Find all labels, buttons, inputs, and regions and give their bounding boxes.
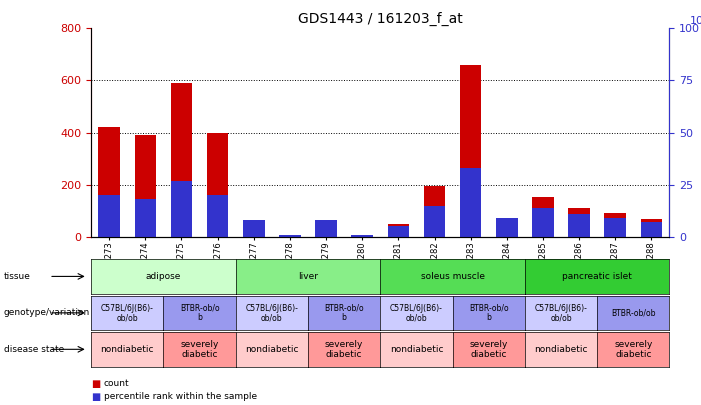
Text: genotype/variation: genotype/variation [4, 308, 90, 318]
Bar [170, 83, 192, 237]
Bar [604, 213, 626, 237]
Bar [207, 132, 229, 237]
Bar [351, 236, 373, 237]
Bar [496, 218, 517, 237]
Bar [388, 226, 409, 237]
Text: tissue: tissue [4, 272, 30, 281]
Text: BTBR-ob/ob: BTBR-ob/ob [611, 308, 655, 318]
Text: C57BL/6J(B6)-
ob/ob: C57BL/6J(B6)- ob/ob [245, 303, 299, 322]
Y-axis label: 100%: 100% [690, 16, 701, 26]
Text: severely
diabetic: severely diabetic [325, 340, 363, 359]
Bar [460, 65, 482, 237]
Bar [135, 135, 156, 237]
Text: adipose: adipose [146, 272, 181, 281]
Text: ■: ■ [91, 392, 100, 402]
Bar [460, 168, 482, 237]
Bar [532, 208, 554, 237]
Bar [604, 218, 626, 237]
Text: liver: liver [298, 272, 318, 281]
Bar [496, 223, 517, 237]
Bar [569, 208, 590, 237]
Text: nondiabetic: nondiabetic [534, 345, 587, 354]
Bar [423, 206, 445, 237]
Text: nondiabetic: nondiabetic [100, 345, 154, 354]
Bar [569, 214, 590, 237]
Bar [135, 199, 156, 237]
Text: BTBR-ob/o
b: BTBR-ob/o b [325, 303, 364, 322]
Bar [388, 224, 409, 237]
Bar [98, 195, 120, 237]
Text: nondiabetic: nondiabetic [390, 345, 443, 354]
Text: C57BL/6J(B6)-
ob/ob: C57BL/6J(B6)- ob/ob [101, 303, 154, 322]
Text: C57BL/6J(B6)-
ob/ob: C57BL/6J(B6)- ob/ob [390, 303, 443, 322]
Bar [315, 226, 337, 237]
Bar [98, 128, 120, 237]
Title: GDS1443 / 161203_f_at: GDS1443 / 161203_f_at [298, 12, 463, 26]
Bar [641, 219, 662, 237]
Bar [170, 181, 192, 237]
Text: severely
diabetic: severely diabetic [470, 340, 508, 359]
Text: severely
diabetic: severely diabetic [614, 340, 653, 359]
Bar [532, 196, 554, 237]
Bar [207, 195, 229, 237]
Bar [423, 186, 445, 237]
Bar [315, 220, 337, 237]
Text: soleus muscle: soleus muscle [421, 272, 484, 281]
Bar [243, 220, 265, 237]
Text: BTBR-ob/o
b: BTBR-ob/o b [469, 303, 508, 322]
Bar [641, 222, 662, 237]
Text: nondiabetic: nondiabetic [245, 345, 299, 354]
Text: severely
diabetic: severely diabetic [180, 340, 219, 359]
Text: C57BL/6J(B6)-
ob/ob: C57BL/6J(B6)- ob/ob [535, 303, 587, 322]
Bar [243, 228, 265, 237]
Bar [351, 235, 373, 237]
Text: percentile rank within the sample: percentile rank within the sample [104, 392, 257, 401]
Text: disease state: disease state [4, 345, 64, 354]
Text: count: count [104, 379, 130, 388]
Text: pancreatic islet: pancreatic islet [562, 272, 632, 281]
Bar [279, 236, 301, 237]
Text: ■: ■ [91, 379, 100, 389]
Text: BTBR-ob/o
b: BTBR-ob/o b [179, 303, 219, 322]
Bar [279, 235, 301, 237]
